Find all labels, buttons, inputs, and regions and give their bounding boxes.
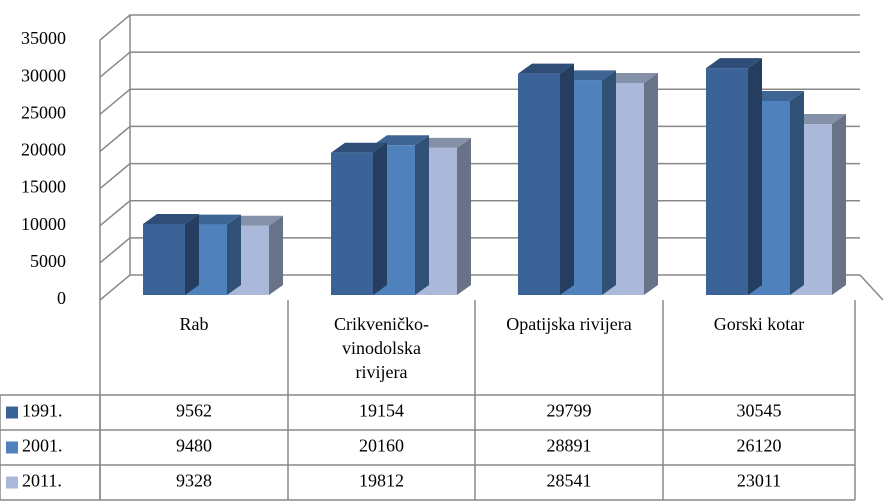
table-value: 23011 — [737, 471, 781, 491]
table-value: 29799 — [547, 401, 592, 421]
x-tick-label: Opatijska rivijera — [506, 314, 632, 334]
table-value: 19812 — [359, 471, 404, 491]
bar — [518, 73, 560, 295]
bar-side — [832, 114, 846, 295]
bar-side — [373, 142, 387, 295]
table-value: 30545 — [737, 401, 782, 421]
legend-label: 2011. — [22, 471, 62, 491]
y-tick-label: 20000 — [21, 140, 66, 160]
x-tick-label: Gorski kotar — [713, 314, 805, 334]
bar-top — [706, 58, 762, 69]
table-value: 20160 — [359, 436, 404, 456]
table-value: 19154 — [359, 401, 404, 421]
bar-side — [227, 214, 241, 295]
bar-top — [331, 142, 387, 153]
y-tick-label: 5000 — [30, 251, 66, 271]
y-tick-label: 0 — [57, 288, 66, 308]
table-value: 9480 — [176, 436, 212, 456]
legend-swatch — [6, 441, 18, 454]
bar-side — [644, 72, 658, 295]
table-value: 9562 — [176, 401, 212, 421]
legend-swatch — [6, 406, 18, 419]
bar-side — [269, 215, 283, 295]
bar-side — [602, 70, 616, 296]
table-value: 28891 — [547, 436, 592, 456]
bar — [331, 152, 373, 295]
legend-swatch — [6, 476, 18, 489]
bar-side — [185, 213, 199, 295]
bar-top — [143, 213, 199, 224]
y-tick-label: 35000 — [21, 28, 66, 48]
bar-top — [518, 63, 574, 74]
bar-side — [560, 63, 574, 295]
grid-line — [99, 14, 860, 41]
x-tick-label: Rab — [179, 314, 209, 334]
legend-label: 1991. — [22, 401, 63, 421]
legend-label: 2001. — [22, 436, 63, 456]
wall-edge — [859, 274, 883, 301]
grid-line — [99, 51, 860, 78]
bar-side — [415, 135, 429, 295]
y-tick-label: 25000 — [21, 102, 66, 122]
bar-side — [457, 137, 471, 295]
table-value: 9328 — [176, 471, 212, 491]
bar — [706, 68, 748, 295]
y-tick-label: 30000 — [21, 65, 66, 85]
bar — [143, 223, 185, 295]
bar-side — [790, 90, 804, 295]
table-value: 28541 — [547, 471, 592, 491]
y-tick-label: 10000 — [21, 214, 66, 234]
table-value: 26120 — [737, 436, 782, 456]
x-tick-label: Crikveničko-vinodolska rivijera — [334, 314, 429, 382]
bar-side — [748, 58, 762, 295]
y-tick-label: 15000 — [21, 177, 66, 197]
